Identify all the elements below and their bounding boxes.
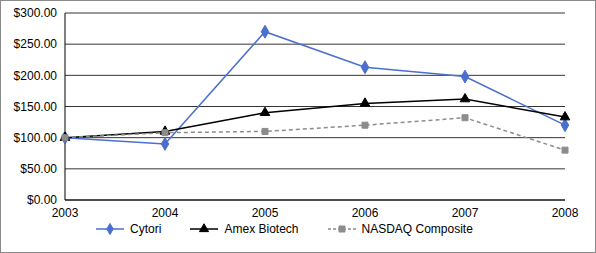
svg-text:$250.00: $250.00 [14,37,58,51]
html-text:NASDAQ Composite: NASDAQ Composite [361,222,473,236]
svg-text:2004: 2004 [152,206,179,220]
svg-text:$50.00: $50.00 [20,162,57,176]
svg-text:2003: 2003 [52,206,79,220]
html-text:Amex Biotech: Amex Biotech [224,222,299,236]
svg-text:$0.00: $0.00 [27,193,57,207]
svg-text:2007: 2007 [452,206,479,220]
svg-text:$200.00: $200.00 [14,69,58,83]
html-text:Cytori: Cytori [130,222,162,236]
svg-text:2006: 2006 [352,206,379,220]
svg-text:2008: 2008 [552,206,579,220]
svg-text:2005: 2005 [252,206,279,220]
svg-text:$100.00: $100.00 [14,131,58,145]
svg-text:$300.00: $300.00 [14,6,58,20]
svg-text:$150.00: $150.00 [14,100,58,114]
